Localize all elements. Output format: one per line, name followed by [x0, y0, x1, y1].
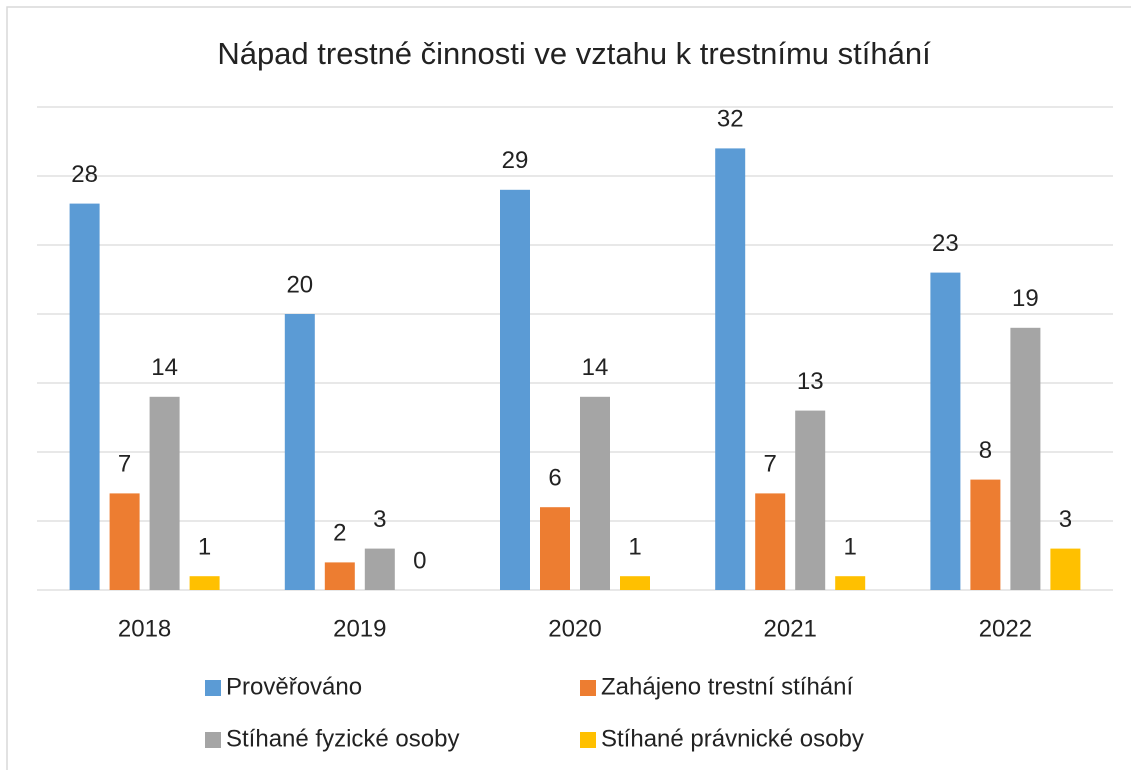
data-label: 20 — [286, 271, 313, 298]
bar — [755, 493, 786, 590]
bar — [715, 148, 746, 590]
x-tick-label: 2018 — [118, 615, 171, 642]
data-label: 23 — [932, 230, 959, 257]
bar — [795, 410, 826, 590]
bar — [620, 576, 650, 590]
data-label: 2 — [333, 520, 346, 547]
data-label: 8 — [979, 437, 992, 464]
bar — [149, 396, 180, 590]
data-label: 3 — [1059, 506, 1072, 533]
legend-label: Stíhané právnické osoby — [601, 725, 864, 752]
data-label: 1 — [198, 534, 211, 561]
data-label: 29 — [502, 147, 529, 174]
x-tick-label: 2019 — [333, 615, 386, 642]
bar — [69, 203, 100, 590]
legend-label: Prověřováno — [226, 673, 362, 700]
bar — [580, 396, 610, 590]
data-label: 14 — [151, 354, 178, 381]
data-label: 13 — [797, 368, 824, 395]
data-label: 7 — [764, 451, 777, 478]
data-label: 28 — [71, 161, 98, 188]
bar — [109, 493, 140, 590]
x-tick-label: 2022 — [979, 615, 1032, 642]
x-tick-label: 2020 — [548, 615, 601, 642]
data-label: 1 — [628, 534, 641, 561]
x-tick-label: 2021 — [764, 615, 817, 642]
bar — [500, 189, 530, 591]
legend-label: Stíhané fyzické osoby — [226, 725, 459, 752]
bar — [284, 314, 315, 590]
legend-label: Zahájeno trestní stíhání — [601, 673, 853, 700]
data-label: 3 — [373, 506, 386, 533]
bar — [324, 562, 355, 590]
data-label: 6 — [548, 465, 561, 492]
bar — [930, 272, 961, 590]
data-label: 32 — [717, 106, 744, 133]
legend-swatch — [580, 732, 596, 748]
data-label: 19 — [1012, 285, 1039, 312]
legend-swatch — [205, 680, 221, 696]
data-label: 7 — [118, 451, 131, 478]
chart-border — [6, 6, 1131, 770]
data-label: 0 — [413, 547, 426, 574]
bar — [835, 576, 866, 590]
bar — [540, 507, 570, 590]
legend-swatch — [205, 732, 221, 748]
chart-title: Nápad trestné činnosti ve vztahu k trest… — [217, 36, 931, 71]
bar — [364, 548, 395, 590]
bar — [189, 576, 220, 590]
legend-swatch — [580, 680, 596, 696]
bar — [1050, 548, 1081, 590]
bar — [970, 479, 1001, 590]
bar — [1010, 327, 1041, 590]
data-label: 14 — [582, 354, 609, 381]
data-label: 1 — [844, 534, 857, 561]
